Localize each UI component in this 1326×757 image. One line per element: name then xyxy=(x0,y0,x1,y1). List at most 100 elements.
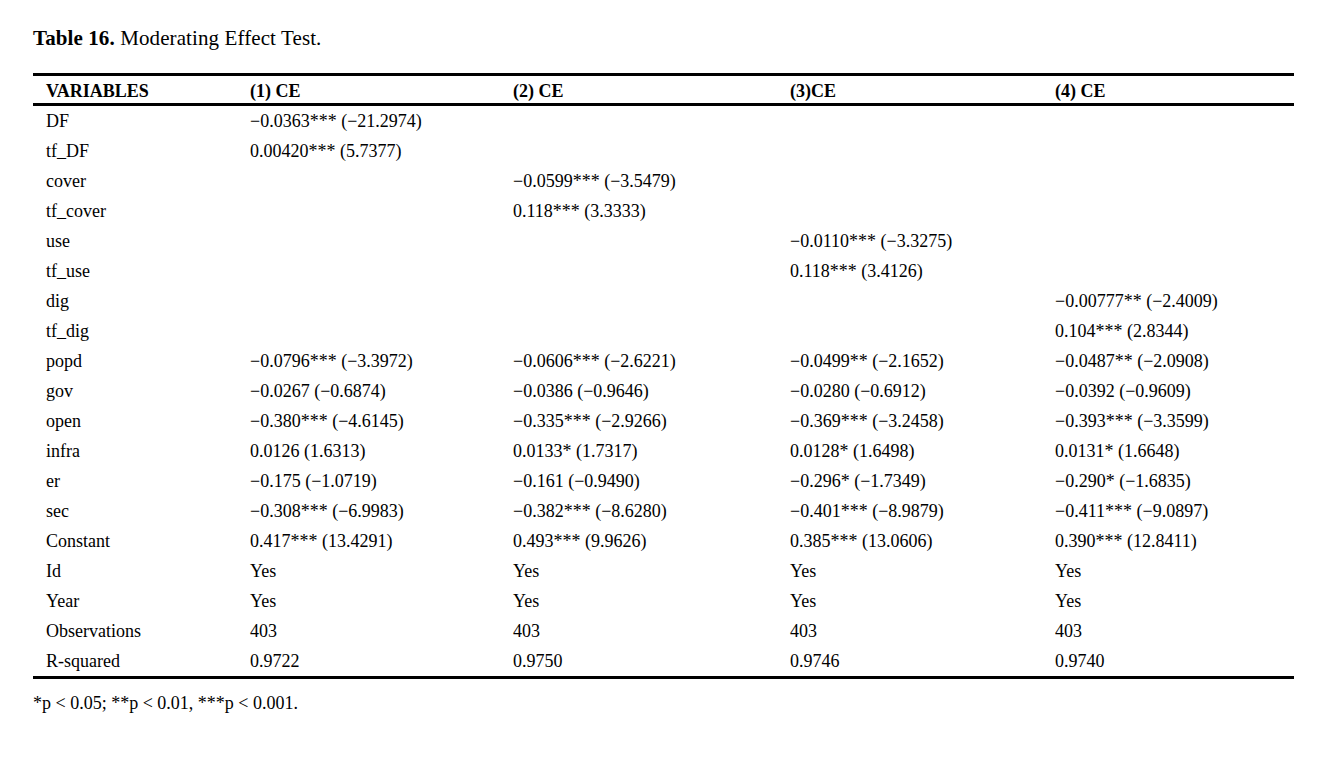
coefficient-cell: Yes xyxy=(790,556,1055,586)
table-number: Table 16. xyxy=(33,26,115,50)
coefficient-cell: 403 xyxy=(250,616,513,646)
table-caption: Table 16. Moderating Effect Test. xyxy=(33,24,1326,52)
table-row: tf_DF0.00420*** (5.7377) xyxy=(33,136,1294,166)
coefficient-cell: Yes xyxy=(250,586,513,616)
table-row: Observations403403403403 xyxy=(33,616,1294,646)
coefficient-cell: −0.00777** (−2.4009) xyxy=(1055,286,1294,316)
variable-name: tf_cover xyxy=(33,196,250,226)
table-row: infra0.0126 (1.6313)0.0133* (1.7317)0.01… xyxy=(33,436,1294,466)
coefficient-cell: 403 xyxy=(513,616,790,646)
coefficient-cell: −0.161 (−0.9490) xyxy=(513,466,790,496)
coefficient-cell: 0.118*** (3.4126) xyxy=(790,256,1055,286)
coefficient-cell: 0.118*** (3.3333) xyxy=(513,196,790,226)
variable-name: open xyxy=(33,406,250,436)
coefficient-cell: 0.104*** (2.8344) xyxy=(1055,316,1294,346)
coefficient-cell: −0.175 (−1.0719) xyxy=(250,466,513,496)
variable-name: cover xyxy=(33,166,250,196)
table-row: tf_cover 0.118*** (3.3333) xyxy=(33,196,1294,226)
variable-name: gov xyxy=(33,376,250,406)
table-row: Constant0.417*** (13.4291)0.493*** (9.96… xyxy=(33,526,1294,556)
coefficient-cell: 0.0126 (1.6313) xyxy=(250,436,513,466)
coefficient-cell: 0.0128* (1.6498) xyxy=(790,436,1055,466)
coefficient-cell xyxy=(790,166,1055,196)
variable-name: Constant xyxy=(33,526,250,556)
variable-name: DF xyxy=(33,106,250,136)
coefficient-cell: Yes xyxy=(790,586,1055,616)
coefficient-cell: 0.0131* (1.6648) xyxy=(1055,436,1294,466)
variable-name: tf_use xyxy=(33,256,250,286)
coefficient-cell: Yes xyxy=(1055,556,1294,586)
coefficient-cell: 0.493*** (9.9626) xyxy=(513,526,790,556)
coefficient-cell: 0.9740 xyxy=(1055,646,1294,676)
coefficient-cell: Yes xyxy=(250,556,513,586)
variable-name: Observations xyxy=(33,616,250,646)
table-row: R-squared0.97220.97500.97460.9740 xyxy=(33,646,1294,676)
table-row: IdYesYesYesYes xyxy=(33,556,1294,586)
coefficient-cell xyxy=(250,226,513,256)
table-row: DF−0.0363*** (−21.2974) xyxy=(33,106,1294,136)
coefficient-cell: −0.369*** (−3.2458) xyxy=(790,406,1055,436)
table-row: tf_dig0.104*** (2.8344) xyxy=(33,316,1294,346)
column-header-model-4: (4) CE xyxy=(1055,76,1294,106)
coefficient-cell: 0.9750 xyxy=(513,646,790,676)
column-header-model-3: (3)CE xyxy=(790,76,1055,106)
coefficient-cell: 0.390*** (12.8411) xyxy=(1055,526,1294,556)
coefficient-cell: 0.9746 xyxy=(790,646,1055,676)
coefficient-cell xyxy=(250,256,513,286)
column-header-model-2: (2) CE xyxy=(513,76,790,106)
coefficient-cell: −0.0606*** (−2.6221) xyxy=(513,346,790,376)
coefficient-cell xyxy=(1055,166,1294,196)
variable-name: use xyxy=(33,226,250,256)
variable-name: popd xyxy=(33,346,250,376)
coefficient-cell xyxy=(790,316,1055,346)
variable-name: Year xyxy=(33,586,250,616)
coefficient-cell xyxy=(1055,106,1294,136)
table-row: YearYesYesYesYes xyxy=(33,586,1294,616)
coefficient-cell xyxy=(513,256,790,286)
coefficient-cell: −0.0267 (−0.6874) xyxy=(250,376,513,406)
coefficient-cell: −0.382*** (−8.6280) xyxy=(513,496,790,526)
column-header-variables: VARIABLES xyxy=(33,76,250,106)
table-row: open−0.380*** (−4.6145)−0.335*** (−2.926… xyxy=(33,406,1294,436)
table-body: DF−0.0363*** (−21.2974)tf_DF0.00420*** (… xyxy=(33,106,1294,676)
coefficient-cell xyxy=(250,166,513,196)
coefficient-cell: 0.0133* (1.7317) xyxy=(513,436,790,466)
coefficient-cell: −0.0499** (−2.1652) xyxy=(790,346,1055,376)
coefficient-cell: Yes xyxy=(513,586,790,616)
coefficient-cell: −0.0599*** (−3.5479) xyxy=(513,166,790,196)
coefficient-cell xyxy=(250,286,513,316)
coefficient-cell: 0.9722 xyxy=(250,646,513,676)
table-title-text: Moderating Effect Test. xyxy=(120,26,321,50)
coefficient-cell: −0.0363*** (−21.2974) xyxy=(250,106,513,136)
variable-name: Id xyxy=(33,556,250,586)
coefficient-cell: 0.00420*** (5.7377) xyxy=(250,136,513,166)
coefficient-cell: Yes xyxy=(513,556,790,586)
coefficient-cell xyxy=(1055,256,1294,286)
coefficient-cell xyxy=(1055,196,1294,226)
coefficient-cell: −0.0386 (−0.9646) xyxy=(513,376,790,406)
coefficient-cell xyxy=(790,286,1055,316)
coefficient-cell: 403 xyxy=(790,616,1055,646)
coefficient-cell: −0.0392 (−0.9609) xyxy=(1055,376,1294,406)
variable-name: sec xyxy=(33,496,250,526)
coefficient-cell xyxy=(790,106,1055,136)
coefficient-cell: 403 xyxy=(1055,616,1294,646)
regression-table: VARIABLES (1) CE (2) CE (3)CE (4) CE DF−… xyxy=(33,73,1294,679)
coefficient-cell xyxy=(513,226,790,256)
coefficient-cell: Yes xyxy=(1055,586,1294,616)
table-row: er−0.175 (−1.0719)−0.161 (−0.9490)−0.296… xyxy=(33,466,1294,496)
coefficient-cell: −0.393*** (−3.3599) xyxy=(1055,406,1294,436)
coefficient-cell: −0.296* (−1.7349) xyxy=(790,466,1055,496)
table-row: gov−0.0267 (−0.6874)−0.0386 (−0.9646) −0.… xyxy=(33,376,1294,406)
coefficient-cell xyxy=(790,136,1055,166)
table-row: dig−0.00777** (−2.4009) xyxy=(33,286,1294,316)
coefficient-cell xyxy=(513,136,790,166)
coefficient-cell xyxy=(1055,226,1294,256)
table-row: sec−0.308*** (−6.9983)−0.382*** (−8.6280… xyxy=(33,496,1294,526)
coefficient-cell: −0.380*** (−4.6145) xyxy=(250,406,513,436)
table-row: use−0.0110*** (−3.3275) xyxy=(33,226,1294,256)
variable-name: R-squared xyxy=(33,646,250,676)
coefficient-cell: 0.417*** (13.4291) xyxy=(250,526,513,556)
table-header-row: VARIABLES (1) CE (2) CE (3)CE (4) CE xyxy=(33,76,1294,106)
coefficient-cell: −0.308*** (−6.9983) xyxy=(250,496,513,526)
